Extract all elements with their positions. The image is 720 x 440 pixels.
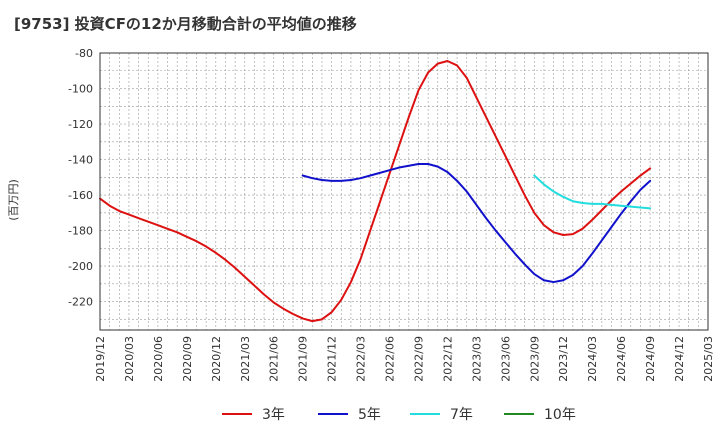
legend-label: 5年 [358,407,381,423]
x-tick-label: 2024/06 [615,336,628,382]
x-tick-label: 2024/09 [644,336,657,382]
x-tick-label: 2022/03 [355,336,368,382]
x-tick-label: 2023/06 [499,336,512,382]
y-tick-label: -140 [68,154,93,167]
x-tick-label: 2021/09 [297,336,310,382]
x-tick-label: 2021/06 [268,336,281,382]
x-tick-label: 2023/09 [528,336,541,382]
series-line-7年 [533,174,652,210]
legend: 3年 5年 7年 10年 [222,407,576,423]
series-lines [99,59,652,323]
x-tick-label: 2025/03 [702,336,715,382]
y-tick-label: -220 [68,296,93,309]
x-tick-label: 2021/03 [239,336,252,382]
y-tick-label: -180 [68,225,93,238]
legend-label: 3年 [262,407,285,423]
x-tick-label: 2022/06 [384,336,397,382]
x-tick-label: 2023/03 [470,336,483,382]
y-tick-label: -120 [68,118,93,131]
x-tick-label: 2020/03 [123,336,136,382]
y-axis: -80 -100 -120 -140 -160 -180 -200 -220 [68,47,93,309]
x-tick-label: 2024/12 [673,336,686,382]
y-tick-label: -80 [75,47,93,60]
series-line-3年 [99,59,652,323]
y-tick-label: -160 [68,189,93,202]
y-tick-label: -200 [68,260,93,273]
chart-title: [9753] 投資CFの12か月移動合計の平均値の推移 [14,15,357,33]
plot-area [100,53,708,330]
x-tick-label: 2024/03 [586,336,599,382]
legend-label: 10年 [544,407,576,423]
x-tick-label: 2019/12 [94,336,107,382]
plot-border [99,52,709,331]
x-tick-label: 2020/12 [210,336,223,382]
x-tick-label: 2020/09 [181,336,194,382]
x-tick-label: 2020/06 [152,336,165,382]
x-tick-label: 2021/12 [326,336,339,382]
x-tick-label: 2022/09 [412,336,425,382]
legend-label: 7年 [450,407,473,423]
y-axis-label: (百万円) [7,179,20,221]
grid [100,53,708,330]
x-tick-label: 2023/12 [557,336,570,382]
series-line-5年 [301,162,652,284]
x-tick-label: 2022/12 [441,336,454,382]
x-axis: 2019/12 2020/03 2020/06 2020/09 2020/12 2021/… [94,336,715,382]
y-tick-label: -100 [68,83,93,96]
